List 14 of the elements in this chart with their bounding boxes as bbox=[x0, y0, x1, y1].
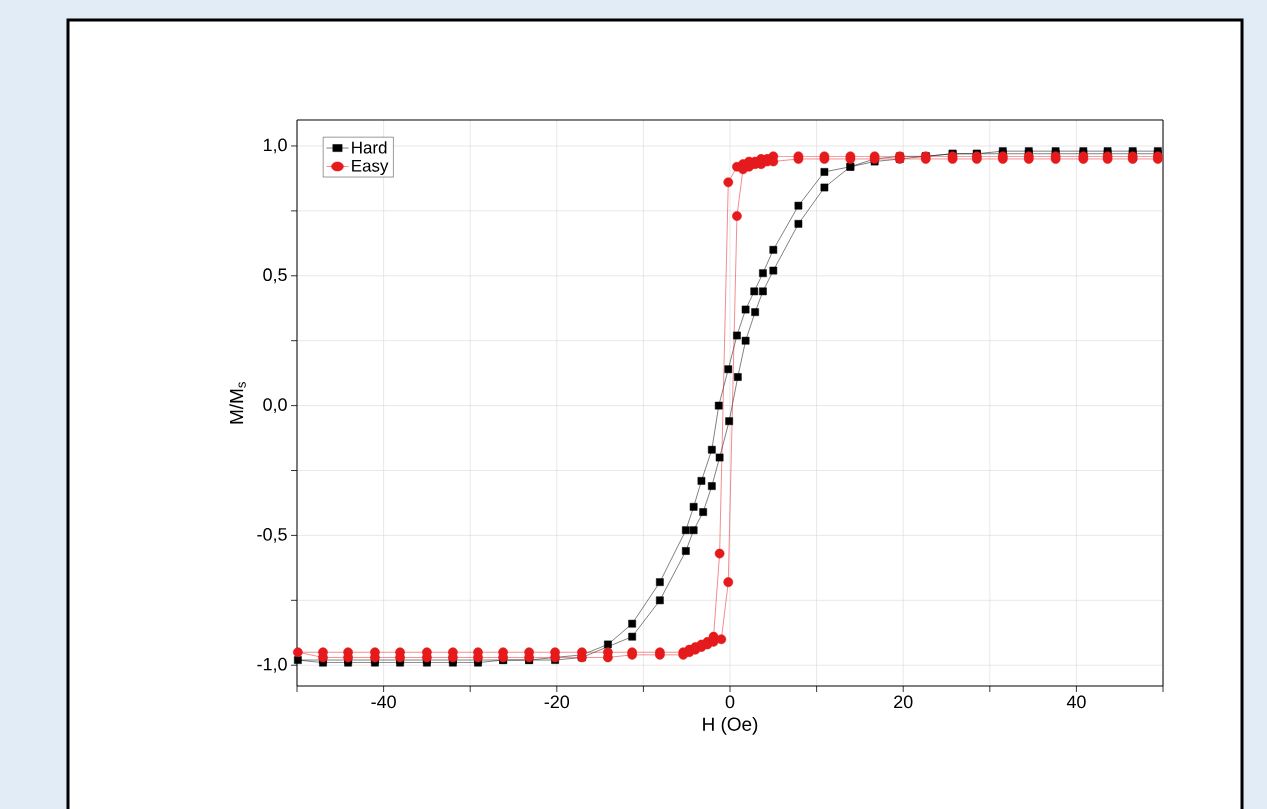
y-axis-title: M/M$_{s}$ bbox=[229, 382, 246, 424]
x-tick-label: -40 bbox=[371, 695, 396, 709]
x-tick-label: -20 bbox=[544, 695, 570, 709]
x-tick-label: 20 bbox=[894, 695, 913, 709]
y-tick-label: -1,0 bbox=[257, 657, 287, 673]
y-tick-label: 0,0 bbox=[263, 398, 287, 413]
legend-label: Hard bbox=[352, 141, 387, 154]
y-tick-label: 1,0 bbox=[263, 138, 287, 154]
y-tick-label: -0,5 bbox=[257, 527, 287, 543]
x-tick-label: 40 bbox=[1066, 695, 1086, 709]
x-tick-label: 0 bbox=[725, 695, 735, 709]
legend-label: Easy bbox=[352, 159, 389, 176]
y-tick-label: 0,5 bbox=[263, 268, 287, 284]
x-axis-title: H (Oe) bbox=[703, 717, 758, 735]
